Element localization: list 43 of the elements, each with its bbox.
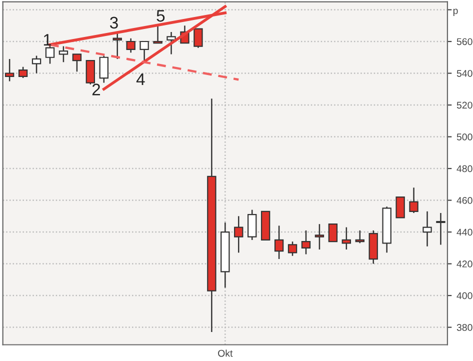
candlestick — [301, 230, 311, 255]
annotation: 4 — [136, 74, 145, 85]
candlestick — [45, 44, 55, 64]
candlestick — [314, 223, 324, 250]
y-tick-label: 460 — [456, 197, 472, 204]
candlestick — [99, 55, 108, 84]
candlestick — [72, 54, 82, 72]
y-tick-label: 480 — [456, 165, 472, 172]
y-tick-label: 520 — [456, 102, 472, 109]
y-tick-label: 500 — [456, 133, 472, 140]
x-tick-label: Okt — [218, 350, 233, 357]
candlestick — [112, 32, 122, 60]
y-tick-label: 440 — [456, 228, 472, 236]
candlestick — [140, 40, 149, 62]
candlestick — [86, 60, 96, 85]
candlestick — [342, 226, 352, 250]
candlestick — [436, 212, 446, 246]
candlestick — [274, 225, 284, 260]
candlestick — [32, 55, 42, 74]
y-tick-label: 400 — [456, 292, 472, 300]
y-axis-title: p — [453, 8, 458, 16]
y-tick-label: 560 — [456, 38, 472, 46]
candlestick — [355, 230, 364, 244]
annotation: 3 — [110, 16, 118, 29]
candlestick — [194, 28, 203, 48]
candlestick — [328, 224, 338, 242]
y-tick-label: 540 — [456, 70, 472, 77]
annotation: 1 — [44, 34, 52, 46]
candlestick — [126, 38, 136, 54]
annotation: 2 — [92, 84, 100, 96]
candlestick — [396, 196, 405, 218]
candlestick — [58, 46, 68, 63]
candlestick — [234, 216, 244, 254]
candlestick — [18, 66, 28, 79]
candlestick — [288, 240, 298, 256]
candlestick — [4, 58, 14, 82]
annotation: 5 — [156, 10, 165, 22]
candlestick — [422, 210, 432, 247]
y-tick-label: 380 — [456, 324, 472, 331]
y-tick-label: 420 — [456, 260, 472, 268]
candlestick — [409, 186, 418, 214]
candlestick — [166, 31, 176, 55]
candlestick — [248, 209, 257, 241]
